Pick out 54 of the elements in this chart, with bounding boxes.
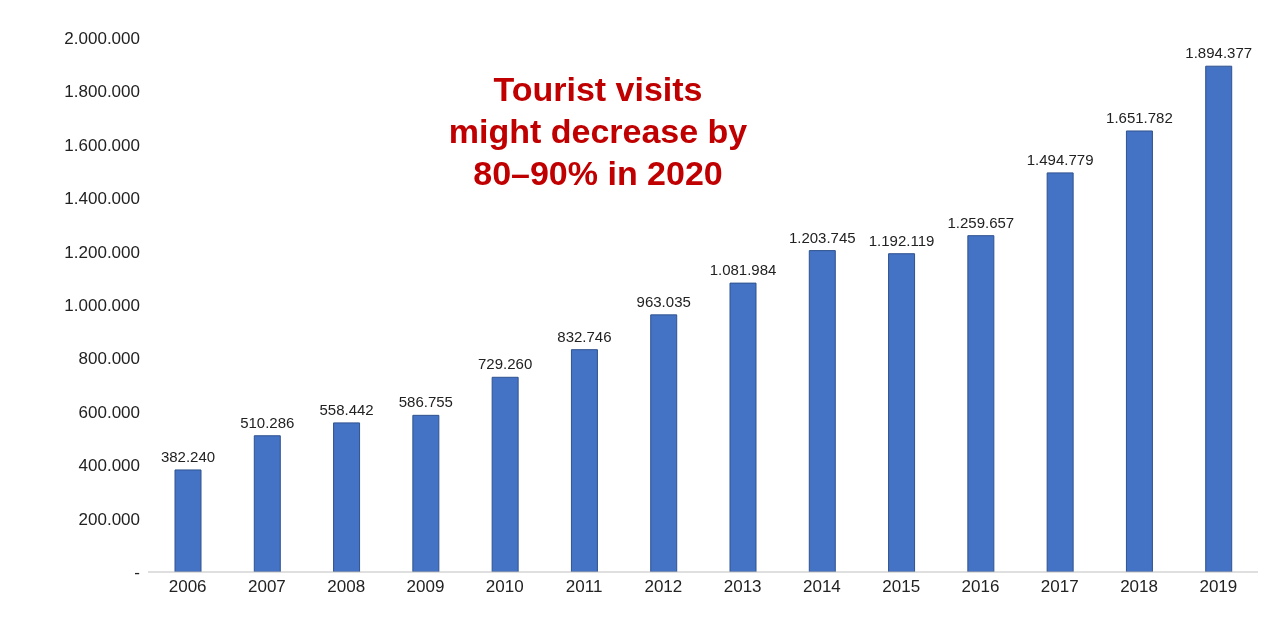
- y-tick-label: 1.000.000: [64, 296, 140, 316]
- data-label: 832.746: [557, 327, 612, 345]
- bar: [1125, 130, 1153, 572]
- x-tick-label: 2008: [327, 577, 366, 597]
- y-tick-label: 2.000.000: [64, 29, 140, 49]
- x-tick-label: 2017: [1040, 577, 1079, 597]
- x-tick-label: 2018: [1120, 577, 1158, 597]
- y-tick-label: 600.000: [78, 402, 140, 422]
- bar: [333, 422, 361, 572]
- y-tick-label: 800.000: [78, 349, 140, 369]
- bar: [650, 314, 678, 572]
- bar: [174, 469, 202, 572]
- bar: [491, 376, 519, 572]
- x-tick-label: 2019: [1199, 577, 1238, 597]
- data-label: 558.442: [319, 400, 374, 418]
- y-tick-label: 1.600.000: [64, 135, 140, 155]
- x-tick-label: 2010: [485, 577, 524, 597]
- data-label: 1.894.377: [1185, 44, 1253, 62]
- y-tick-label: 1.200.000: [64, 242, 140, 262]
- data-label: 586.755: [398, 393, 453, 411]
- bar: [1046, 172, 1074, 572]
- bar: [570, 349, 598, 572]
- x-tick-label: 2014: [803, 577, 841, 597]
- data-label: 729.260: [478, 355, 533, 373]
- y-tick-label: 400.000: [78, 456, 140, 476]
- data-label: 1.259.657: [947, 213, 1015, 231]
- data-label: 382.240: [160, 447, 216, 465]
- data-label: 963.035: [636, 292, 691, 310]
- x-tick-label: 2011: [565, 577, 603, 597]
- x-tick-label: 2009: [406, 577, 445, 597]
- data-label: 1.203.745: [788, 228, 856, 246]
- data-label: 1.081.984: [709, 261, 777, 279]
- x-tick-label: 2016: [961, 577, 1000, 597]
- data-label: 1.494.779: [1026, 150, 1094, 168]
- bar: [808, 250, 836, 572]
- annotation: Tourist visits might decrease by 80–90% in 2020: [447, 69, 749, 194]
- bar: [1205, 65, 1233, 572]
- data-label: 1.651.782: [1106, 108, 1173, 126]
- x-tick-label: 2013: [723, 577, 762, 597]
- x-tick-label: 2015: [882, 577, 921, 597]
- y-tick-label: 1.800.000: [64, 82, 140, 102]
- bar: [412, 414, 440, 572]
- bar: [888, 253, 916, 572]
- y-tick-label: 1.400.000: [64, 189, 140, 209]
- data-label: 510.286: [240, 413, 295, 431]
- y-tick-label: -: [134, 563, 140, 583]
- x-tick-label: 2006: [168, 577, 207, 597]
- bar: [253, 435, 281, 572]
- x-tick-label: 2007: [248, 577, 286, 597]
- bar: [729, 282, 757, 572]
- data-label: 1.192.119: [868, 231, 935, 249]
- bar: [967, 235, 995, 572]
- y-tick-label: 200.000: [78, 509, 140, 529]
- x-tick-label: 2012: [644, 577, 683, 597]
